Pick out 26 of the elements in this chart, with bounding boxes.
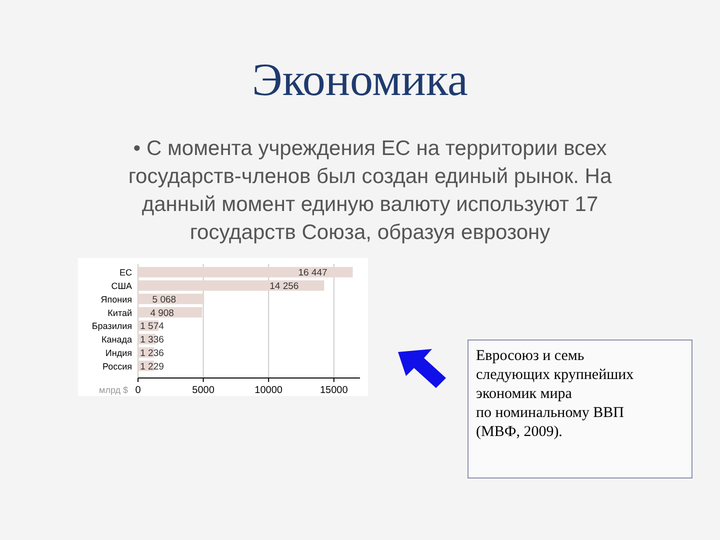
data-label: 1 229 bbox=[140, 361, 164, 372]
data-label: 14 256 bbox=[270, 281, 299, 292]
chart-title: Экономика bbox=[252, 54, 468, 105]
y-tick-label: Канада bbox=[102, 334, 132, 345]
text: Евросоюз и семь следующих крупнейших экономик мира по номинальному ВВП (МВФ, 2009). bbox=[476, 348, 634, 440]
y-tick-label: США bbox=[111, 281, 132, 292]
bar bbox=[138, 280, 324, 291]
y-tick-label: Япония bbox=[100, 294, 132, 304]
bar bbox=[138, 266, 353, 278]
data-label: 1 574 bbox=[140, 321, 164, 332]
y-tick-label: Индия bbox=[105, 348, 132, 358]
data-label: 16 447 bbox=[298, 268, 328, 279]
x-axis-title: млрд $ bbox=[99, 385, 128, 395]
y-tick-label: Китай bbox=[108, 308, 132, 318]
y-tick-label: ЕС bbox=[119, 268, 132, 278]
x-tick-label: 0 bbox=[135, 385, 142, 396]
data-label: 4 908 bbox=[150, 308, 174, 319]
x-tick-label: 10000 bbox=[254, 385, 283, 396]
x-tick-label: 5000 bbox=[192, 385, 215, 396]
data-label: 1 336 bbox=[140, 334, 164, 346]
y-tick-label: Бразилия bbox=[92, 321, 132, 332]
x-tick-label: 15000 bbox=[320, 385, 348, 396]
y-tick-label: Россия bbox=[102, 361, 132, 372]
chart-subtitle: • С момента учреждения ЕС на территории всех государств-членов был создан единый рынок. На данный момент единую валюту используют 17 государств Союза, образуя еврозону bbox=[128, 137, 612, 244]
data-label: 1 236 bbox=[140, 348, 164, 359]
data-label: 5 068 bbox=[152, 294, 176, 306]
